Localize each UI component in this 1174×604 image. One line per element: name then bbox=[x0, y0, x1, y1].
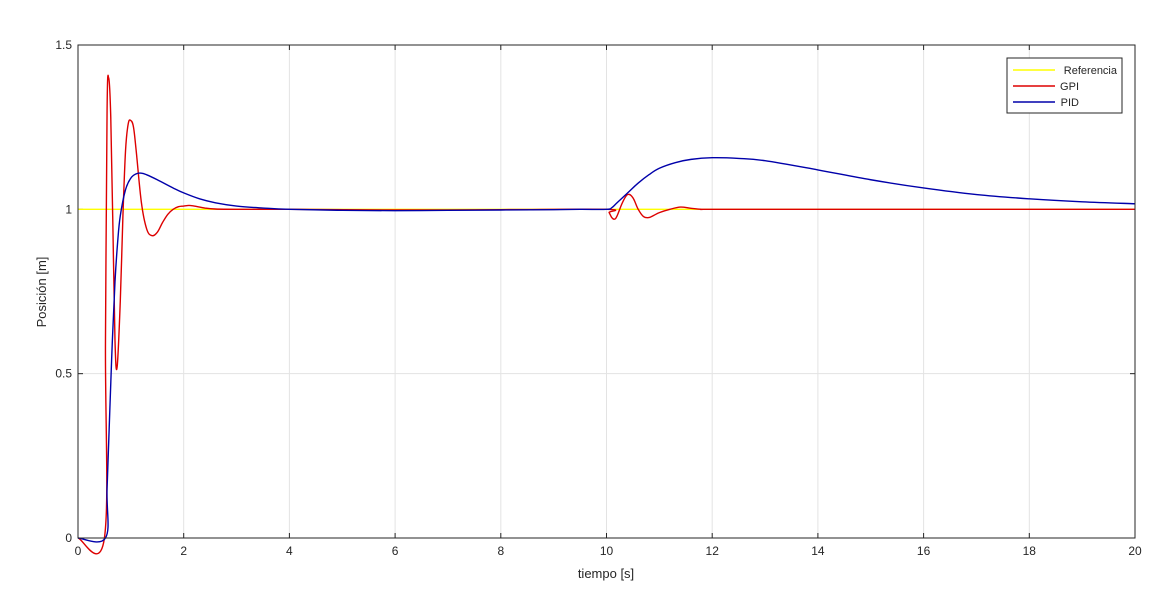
y-tick-label: 0.5 bbox=[55, 367, 72, 381]
x-tick-label: 6 bbox=[392, 544, 399, 558]
x-tick-label: 16 bbox=[917, 544, 931, 558]
y-tick-label: 0 bbox=[65, 531, 72, 545]
x-tick-label: 4 bbox=[286, 544, 293, 558]
x-tick-label: 10 bbox=[600, 544, 614, 558]
y-tick-label: 1.5 bbox=[55, 38, 72, 52]
x-tick-label: 0 bbox=[75, 544, 82, 558]
x-tick-labels: 0 2 4 6 8 10 12 14 16 18 20 bbox=[75, 544, 1142, 558]
x-axis-label: tiempo [s] bbox=[578, 566, 634, 581]
legend: Referencia GPI PID bbox=[1006, 57, 1123, 114]
y-tick-label: 1 bbox=[65, 202, 72, 216]
x-tick-label: 2 bbox=[180, 544, 187, 558]
x-tick-label: 18 bbox=[1023, 544, 1037, 558]
x-tick-label: 14 bbox=[811, 544, 825, 558]
x-tick-label: 20 bbox=[1128, 544, 1142, 558]
series-line-pid bbox=[77, 156, 1136, 543]
series-layer bbox=[77, 74, 1136, 555]
y-tick-labels: 0 0.5 1 1.5 bbox=[55, 38, 72, 545]
series-line-gpi bbox=[77, 74, 1135, 555]
plot-frame bbox=[77, 44, 1136, 539]
x-tick-label: 12 bbox=[706, 544, 720, 558]
legend-label-referencia: Referencia bbox=[1064, 65, 1118, 77]
legend-label-gpi: GPI bbox=[1060, 81, 1079, 93]
x-tick-label: 8 bbox=[497, 544, 504, 558]
legend-label-pid: PID bbox=[1061, 97, 1079, 109]
y-axis-label: Posición [m] bbox=[34, 257, 49, 328]
